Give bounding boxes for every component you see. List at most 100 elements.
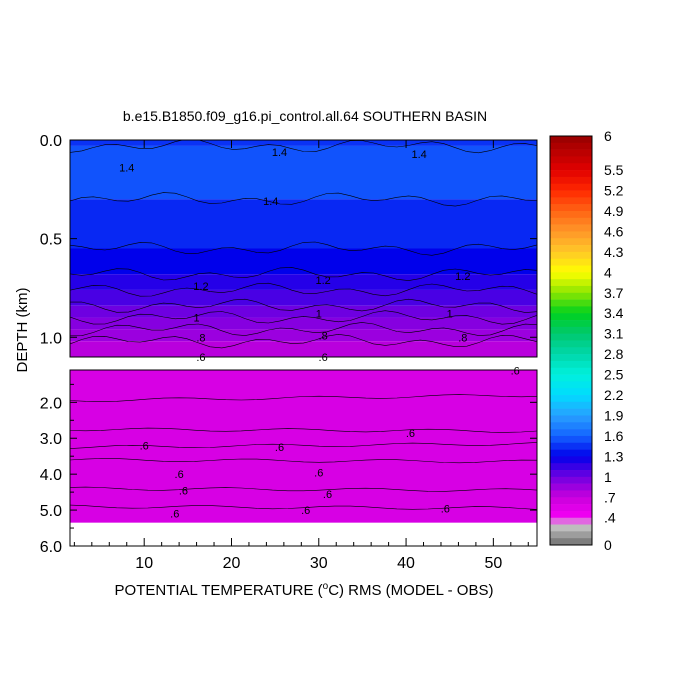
colorbar-label: 1 xyxy=(604,469,612,485)
colorbar-label: .7 xyxy=(604,489,616,505)
colorbar-segment xyxy=(550,442,592,450)
colorbar-segment xyxy=(550,435,592,444)
upper-bands xyxy=(70,140,537,357)
depth-band xyxy=(70,140,537,146)
contour-label: 1.2 xyxy=(315,275,330,287)
contour-label: .6 xyxy=(323,489,332,501)
contour-label: .6 xyxy=(179,485,188,497)
colorbar-segment xyxy=(550,272,592,280)
colorbar-segment xyxy=(550,285,592,294)
contour-line xyxy=(70,140,537,154)
colorbar-segment xyxy=(550,326,592,334)
colorbar-segment xyxy=(550,422,592,430)
contour-line xyxy=(70,192,537,207)
contour-line xyxy=(70,394,537,402)
colorbar-segment xyxy=(550,504,592,512)
colorbar: 6 5.5 5.2 4.9 4.6 4.3 4 3.7 3.4 3.1 2.8 2.5 2.2 1.9 1.… xyxy=(549,128,624,553)
colorbar-segment xyxy=(550,360,592,369)
contour-line xyxy=(70,333,537,349)
colorbar-segment xyxy=(550,395,592,403)
contour-line xyxy=(70,486,537,492)
colorbar-segment xyxy=(550,279,592,287)
colorbar-segment xyxy=(550,136,592,144)
colorbar-label: 1.9 xyxy=(604,407,624,423)
contour-label: .6 xyxy=(406,428,415,440)
colorbar-label: 4.9 xyxy=(604,203,624,219)
y-axis: 0.0 0.5 1.0 2.0 3.0 4.0 5.0 6.0 xyxy=(40,133,537,556)
colorbar-segment xyxy=(550,265,592,273)
colorbar-segment xyxy=(550,292,592,300)
colorbar-border xyxy=(549,135,593,546)
contour-label: .6 xyxy=(170,509,179,521)
colorbar-segment xyxy=(550,517,592,525)
colorbar-label: 4.3 xyxy=(604,244,624,260)
contour-line xyxy=(70,458,537,464)
colorbar-segment xyxy=(550,347,592,355)
depth-band xyxy=(70,341,537,357)
colorbar-label: 5.2 xyxy=(604,183,624,199)
y-tick-label: 6.0 xyxy=(40,539,62,556)
lower-panel-border xyxy=(69,369,538,547)
depth-band xyxy=(70,329,537,342)
colorbar-segment xyxy=(550,340,592,348)
colorbar-label: 2.8 xyxy=(604,346,624,362)
contour-label: .8 xyxy=(458,332,467,344)
contour-line xyxy=(70,322,537,337)
colorbar-segment xyxy=(550,476,592,484)
contour-label: 1.2 xyxy=(455,271,470,283)
y-tick-label: 5.0 xyxy=(40,503,62,520)
colorbar-segment xyxy=(550,299,592,307)
depth-band xyxy=(70,370,537,523)
colorbar-label: 4 xyxy=(604,264,612,280)
contour-line xyxy=(70,267,537,281)
colorbar-segment xyxy=(550,149,592,157)
contour-label: .6 xyxy=(301,505,310,517)
contour-label: .8 xyxy=(319,330,328,342)
depth-band xyxy=(70,274,537,290)
colorbar-label: 3.1 xyxy=(604,326,624,342)
contour-line xyxy=(70,241,537,256)
colorbar-segment xyxy=(550,204,592,212)
colorbar-segment xyxy=(550,210,592,219)
contour-label: 1.4 xyxy=(119,163,134,175)
colorbar-segment xyxy=(550,231,592,239)
contour-label: 1.4 xyxy=(412,149,427,161)
colorbar-segment xyxy=(550,142,592,150)
x-tick-label: 10 xyxy=(135,555,153,572)
colorbar-label: 1.6 xyxy=(604,428,624,444)
colorbar-segment xyxy=(550,531,592,539)
upper-panel xyxy=(69,139,538,358)
colorbar-label: 4.6 xyxy=(604,223,624,239)
colorbar-segment xyxy=(550,510,592,519)
depth-band xyxy=(70,145,537,200)
contour-label: .6 xyxy=(196,352,205,364)
y-tick-label: 0.0 xyxy=(40,133,62,150)
colorbar-segment xyxy=(550,524,592,532)
colorbar-segment xyxy=(550,190,592,198)
colorbar-segment xyxy=(550,490,592,498)
colorbar-segment xyxy=(550,176,592,185)
colorbar-segment xyxy=(550,483,592,491)
colorbar-segment xyxy=(550,313,592,321)
depth-band xyxy=(70,199,537,249)
colorbar-label: 1.3 xyxy=(604,448,624,464)
colorbar-segment xyxy=(550,388,592,396)
contour-label: 1.2 xyxy=(193,281,208,293)
colorbar-segment xyxy=(550,163,592,171)
x-tick-label: 20 xyxy=(223,555,241,572)
upper-panel-border xyxy=(69,139,538,358)
y-tick-label: 0.5 xyxy=(40,232,62,249)
colorbar-segment xyxy=(550,238,592,246)
lower-panel xyxy=(69,369,538,547)
x-tick-label: 30 xyxy=(310,555,328,572)
y-tick-label: 4.0 xyxy=(40,467,62,484)
colorbar-label: 6 xyxy=(604,128,612,144)
lower-bands xyxy=(70,370,537,523)
colorbar-segment xyxy=(550,245,592,253)
depth-band xyxy=(70,289,537,306)
colorbar-segment xyxy=(550,374,592,382)
contour-label: .6 xyxy=(441,503,450,515)
contour-label: .6 xyxy=(511,366,520,378)
colorbar-segment xyxy=(550,224,592,232)
